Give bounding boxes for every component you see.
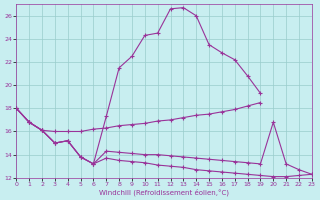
X-axis label: Windchill (Refroidissement éolien,°C): Windchill (Refroidissement éolien,°C) [99, 188, 229, 196]
